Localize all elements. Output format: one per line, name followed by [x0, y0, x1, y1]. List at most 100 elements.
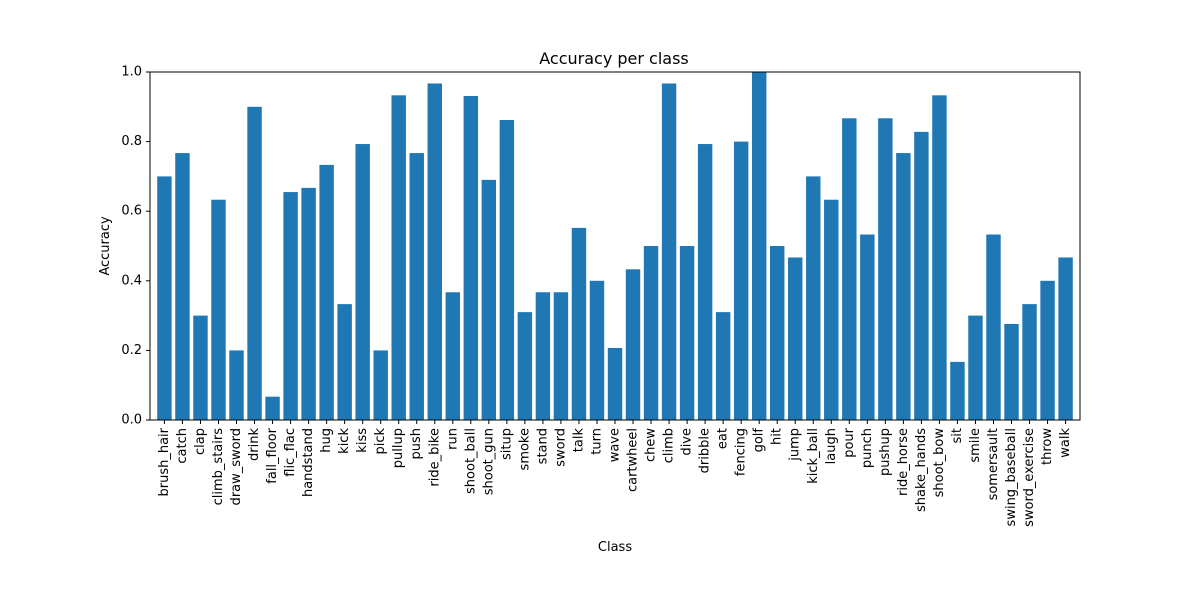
bar-flic_flac: [283, 192, 298, 420]
bar-shoot_bow: [932, 95, 947, 420]
bar-stand: [535, 292, 551, 420]
x-tick-label: sword_exercise: [1022, 428, 1037, 527]
x-tick-label: laugh: [824, 428, 839, 464]
bar-golf: [751, 72, 767, 420]
x-tick-label: draw_sword: [229, 428, 244, 505]
bar-shake_hands: [914, 131, 929, 421]
bar-jump: [788, 257, 803, 420]
bar-wave: [607, 347, 623, 420]
bar-sword: [553, 292, 569, 420]
y-tick-label: 0.6: [121, 204, 142, 219]
plot-frame: [149, 71, 1081, 421]
bar-ride_horse: [896, 153, 911, 420]
bar-climb_stairs: [211, 199, 226, 420]
bar-pour: [842, 118, 857, 420]
x-tick-label: climb: [662, 428, 677, 463]
x-tick-label: climb_stairs: [211, 428, 226, 506]
x-tick-label: throw: [1040, 428, 1055, 465]
bar-cartwheel: [625, 269, 641, 420]
x-tick-label: golf: [752, 428, 767, 453]
y-tick-label: 0.0: [121, 413, 142, 428]
bar-somersault: [986, 234, 1001, 420]
x-tick-label: walk: [1058, 428, 1073, 458]
x-tick-label: sword: [553, 428, 568, 467]
x-tick-label: kick_ball: [806, 428, 821, 484]
bar-kick: [337, 304, 352, 420]
x-tick-label: drink: [247, 428, 262, 461]
bar-hug: [319, 164, 334, 420]
bar-kick_ball: [806, 176, 821, 420]
y-tick-label: 0.4: [121, 273, 142, 288]
bar-drink: [247, 106, 262, 421]
x-axis-label: Class: [598, 540, 632, 555]
x-tick-label: run: [445, 428, 460, 450]
x-tick-label: jump: [788, 428, 803, 462]
y-tick-label: 0.8: [121, 134, 142, 149]
x-tick-label: pour: [842, 427, 857, 457]
y-tick-label: 1.0: [121, 65, 142, 80]
bar-pick: [373, 350, 388, 420]
x-tick-label: smoke: [517, 428, 532, 470]
x-tick-label: pick: [373, 428, 388, 455]
bar-eat: [715, 312, 731, 420]
bar-throw: [1040, 280, 1055, 420]
bar-sit: [950, 361, 965, 420]
x-tick-label: cartwheel: [626, 428, 641, 492]
bar-chew: [643, 246, 659, 420]
bar-shoot_gun: [481, 179, 497, 420]
bar-shoot_ball: [463, 96, 479, 420]
x-tick-label: hug: [319, 428, 334, 453]
x-tick-label: smile: [968, 428, 983, 463]
bar-clap: [193, 315, 208, 420]
x-tick-label: eat: [716, 428, 731, 449]
x-tick-label: brush_hair: [157, 427, 172, 496]
bar-kiss: [355, 144, 370, 421]
bar-handstand: [301, 187, 316, 420]
x-tick-label: fall_floor: [265, 427, 280, 483]
bar-catch: [175, 153, 190, 420]
bar-laugh: [824, 199, 839, 420]
x-tick-label: clap: [193, 428, 208, 455]
bar-turn: [589, 280, 605, 420]
bar-dribble: [697, 144, 713, 421]
x-tick-label: dribble: [698, 428, 713, 473]
y-tick-label: 0.2: [121, 343, 142, 358]
bar-dive: [679, 246, 695, 420]
x-tick-label: catch: [175, 428, 190, 464]
x-tick-label: pullup: [391, 428, 406, 468]
bar-swing_baseball: [1004, 323, 1019, 420]
x-tick-label: kiss: [355, 428, 370, 453]
y-axis-label: Accuracy: [98, 216, 113, 276]
bar-fall_floor: [265, 396, 280, 420]
x-tick-label: swing_baseball: [1004, 428, 1019, 526]
x-tick-label: ride_bike: [427, 428, 442, 487]
x-tick-label: shoot_ball: [463, 428, 478, 494]
bar-ride_bike: [427, 83, 442, 420]
x-tick-label: shoot_bow: [932, 428, 947, 498]
x-tick-label: somersault: [986, 428, 1001, 500]
x-tick-label: ride_horse: [896, 428, 911, 496]
x-tick-label: flic_flac: [283, 428, 298, 477]
bar-push: [409, 153, 424, 420]
bar-situp: [499, 120, 515, 421]
x-tick-label: turn: [589, 428, 604, 455]
x-tick-label: punch: [860, 428, 875, 468]
x-tick-label: handstand: [301, 428, 316, 497]
x-tick-label: sit: [950, 428, 965, 443]
x-tick-label: pushup: [878, 428, 893, 476]
x-tick-label: stand: [535, 428, 550, 464]
x-tick-label: fencing: [734, 428, 749, 476]
x-tick-label: shoot_gun: [481, 428, 496, 495]
bar-run: [445, 292, 460, 420]
bar-fencing: [733, 141, 749, 420]
bar-pushup: [878, 118, 893, 420]
bar-smile: [968, 315, 983, 420]
y-axis: 0.0 0.2 0.4 0.6 0.8 1.0: [121, 65, 150, 428]
x-tick-label: talk: [571, 428, 586, 453]
bar-smoke: [517, 312, 533, 420]
bar-punch: [860, 234, 875, 420]
bar-brush_hair: [157, 176, 172, 420]
x-tick-label: hit: [770, 428, 785, 445]
bar-sword_exercise: [1022, 304, 1037, 420]
